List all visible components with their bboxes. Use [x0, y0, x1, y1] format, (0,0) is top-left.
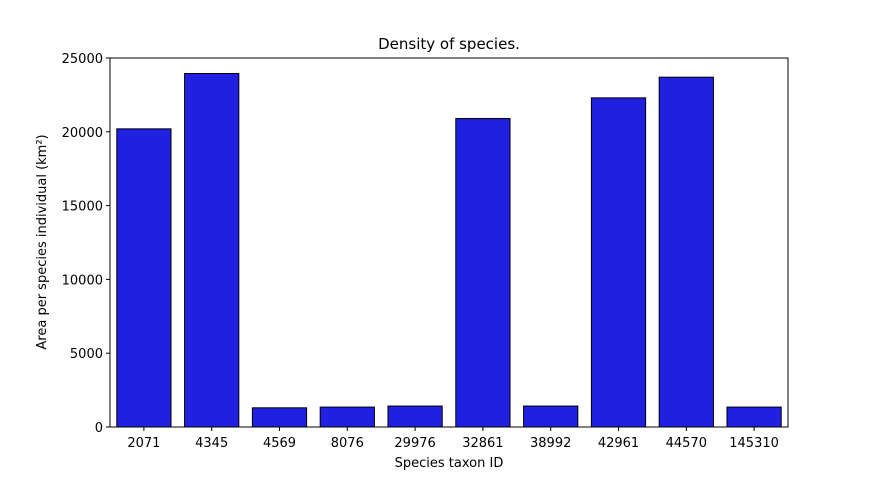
bar-8076 [319, 406, 375, 428]
bar-32861 [455, 118, 511, 428]
x-tick-label: 4569 [263, 436, 296, 451]
chart-title: Density of species. [378, 35, 520, 53]
bar-42961 [590, 97, 647, 428]
bar-38992 [523, 405, 579, 428]
y-tick-label: 10000 [62, 273, 103, 288]
plot-frame [109, 57, 789, 428]
x-axis: 2071 4345 4569 8076 29976 32861 38992 42961 4457… [127, 427, 779, 451]
x-tick-label: 44570 [666, 436, 707, 451]
y-tick-label: 20000 [62, 126, 103, 141]
x-tick-label: 29976 [394, 436, 435, 451]
bar-145310 [726, 406, 782, 428]
x-tick-label: 42961 [598, 436, 639, 451]
bar-4569 [251, 407, 308, 428]
y-axis-label: Area per species individual (km²) [35, 134, 50, 349]
x-axis-label: Species taxon ID [395, 456, 504, 471]
bar-4345 [184, 72, 240, 428]
x-tick-label: 32861 [462, 436, 503, 451]
bar-44570 [658, 76, 714, 428]
x-tick-label: 8076 [331, 436, 364, 451]
x-tick-label: 4345 [195, 436, 228, 451]
x-tick-label: 2071 [127, 436, 160, 451]
bar-29976 [387, 405, 443, 428]
bar-2071 [116, 128, 172, 428]
x-tick-label: 38992 [530, 436, 571, 451]
y-tick-label: 5000 [70, 347, 103, 362]
y-axis: 0 5000 10000 15000 20000 25000 [62, 52, 110, 436]
x-tick-label: 145310 [729, 436, 779, 451]
y-tick-label: 0 [95, 421, 103, 436]
y-tick-label: 25000 [62, 52, 103, 67]
y-tick-label: 15000 [62, 200, 103, 215]
bars-group [116, 72, 782, 428]
